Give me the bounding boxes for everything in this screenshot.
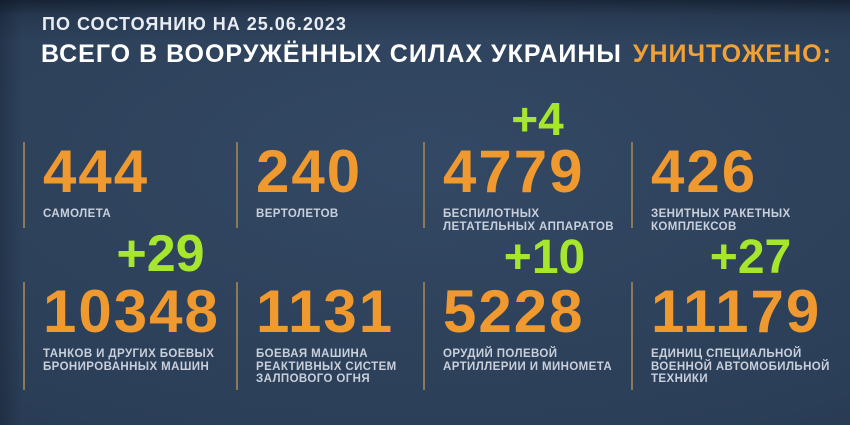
stat-value: 240 [256, 138, 363, 205]
stat-cell-artillery: 5228 ОРУДИЙ ПОЛЕВОЙ АРТИЛЛЕРИИ И МИНОМЕТ… [423, 282, 625, 390]
stat-cell-mlrs: 1131 БОЕВАЯ МАШИНА РЕАКТИВНЫХ СИСТЕМ ЗАЛ… [236, 282, 416, 390]
stat-value: 11179 [651, 278, 822, 345]
stat-label: ЕДИНИЦ СПЕЦИАЛЬНОЙ ВОЕННОЙ АВТОМОБИЛЬНОЙ… [651, 348, 830, 385]
stat-cell-tanks: 10348 ТАНКОВ И ДРУГИХ БОЕВЫХ БРОНИРОВАНН… [23, 282, 228, 390]
stat-delta-tanks: +29 [116, 225, 205, 283]
stat-label: БЕСПИЛОТНЫХ ЛЕТАТЕЛЬНЫХ АППАРАТОВ [443, 208, 615, 233]
stat-label: ЗЕНИТНЫХ РАКЕТНЫХ КОМПЛЕКСОВ [651, 208, 791, 233]
stat-value: 1131 [256, 278, 395, 345]
title-main: ВСЕГО В ВООРУЖЁННЫХ СИЛАХ УКРАИНЫ [41, 40, 622, 68]
stat-cell-helicopters: 240 ВЕРТОЛЕТОВ [236, 142, 416, 228]
stat-label: ОРУДИЙ ПОЛЕВОЙ АРТИЛЛЕРИИ И МИНОМЕТА [443, 348, 613, 373]
stat-delta-uav: +4 [511, 93, 564, 145]
stat-value: 5228 [443, 278, 585, 345]
stat-value: 4779 [443, 138, 585, 205]
stat-value: 10348 [43, 278, 220, 345]
stat-label: БОЕВАЯ МАШИНА РЕАКТИВНЫХ СИСТЕМ ЗАЛПОВОГ… [256, 348, 397, 385]
stat-delta-vehicles: +27 [709, 231, 792, 284]
stat-value: 444 [43, 138, 150, 205]
stat-cell-sam: 426 ЗЕНИТНЫХ РАКЕТНЫХ КОМПЛЕКСОВ [631, 138, 836, 233]
stat-cell-uav: 4779 БЕСПИЛОТНЫХ ЛЕТАТЕЛЬНЫХ АППАРАТОВ [423, 138, 625, 233]
stat-cell-aircraft: 444 САМОЛЕТА [23, 142, 228, 228]
report-date: ПО СОСТОЯНИЮ НА 25.06.2023 [42, 14, 347, 34]
stat-label: САМОЛЕТА [43, 208, 112, 220]
stat-cell-vehicles: 11179 ЕДИНИЦ СПЕЦИАЛЬНОЙ ВОЕННОЙ АВТОМОБ… [631, 282, 836, 390]
stat-delta-artillery: +10 [503, 231, 586, 284]
title-highlight: УНИЧТОЖЕНО: [632, 40, 832, 68]
page-title: ВСЕГО В ВООРУЖЁННЫХ СИЛАХ УКРАИНЫ УНИЧТОЖ… [41, 40, 832, 69]
stat-label: ВЕРТОЛЕТОВ [256, 208, 339, 220]
stat-label: ТАНКОВ И ДРУГИХ БОЕВЫХ БРОНИРОВАННЫХ МАШ… [43, 348, 215, 373]
stat-value: 426 [651, 138, 758, 205]
